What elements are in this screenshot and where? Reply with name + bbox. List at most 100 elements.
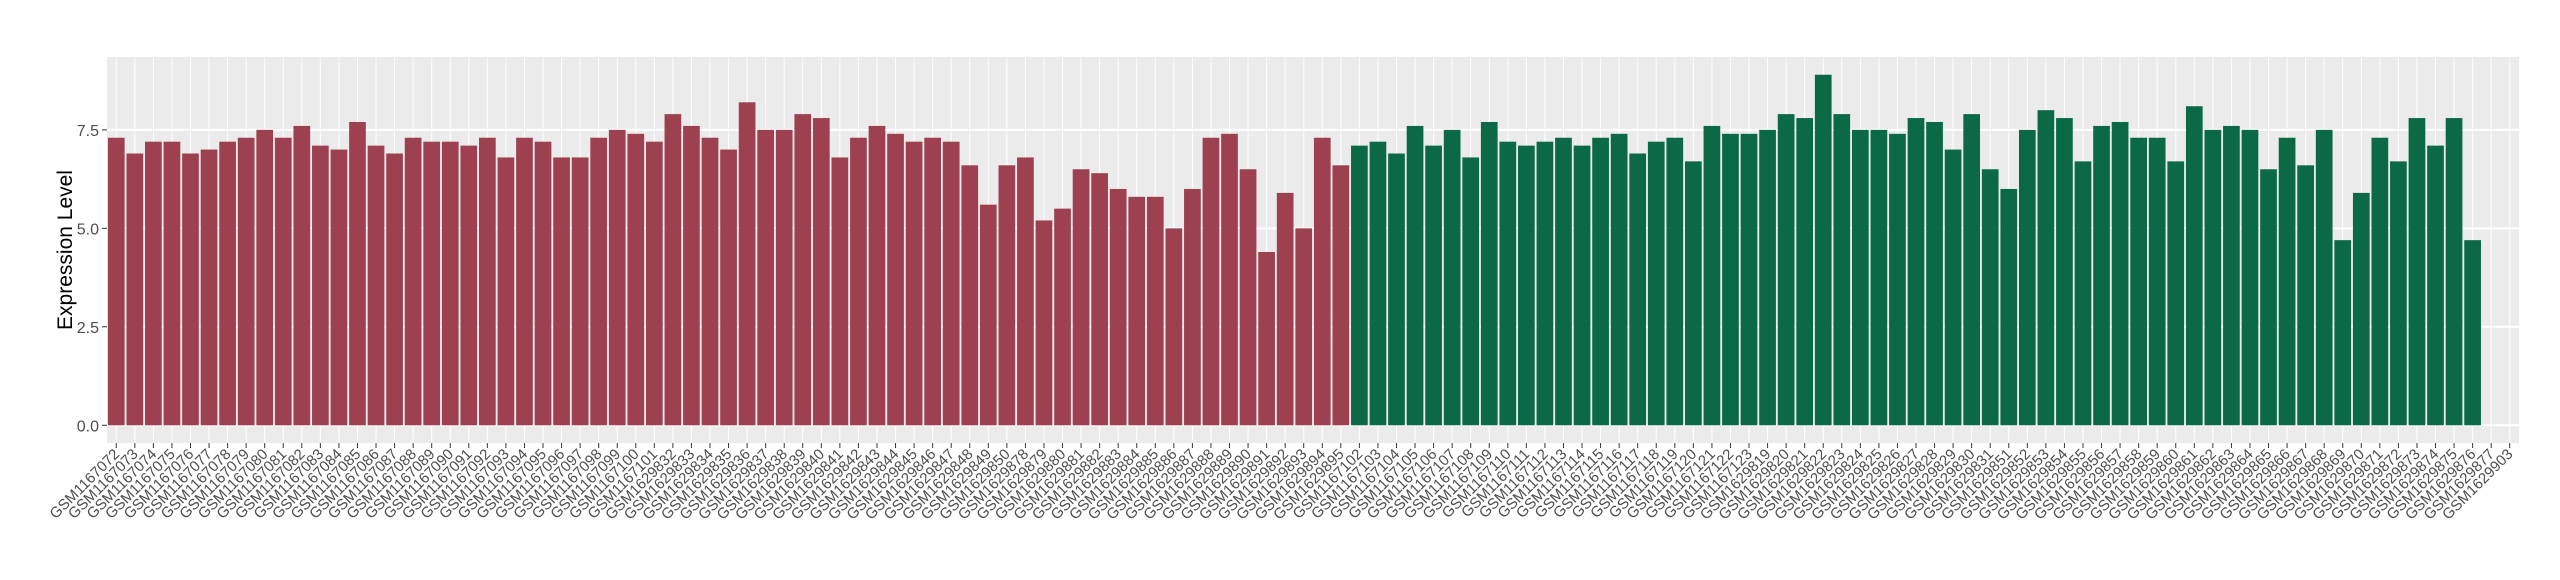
bar <box>1462 157 1480 426</box>
bar <box>2334 240 2352 426</box>
bar <box>274 137 292 426</box>
bar <box>2185 106 2203 426</box>
bar <box>1518 145 1535 426</box>
bar <box>608 129 626 426</box>
bar <box>1647 141 1665 426</box>
bar <box>2056 118 2073 426</box>
bar <box>1851 129 1869 426</box>
bar <box>905 141 923 426</box>
bar <box>1332 165 1350 426</box>
bar <box>497 157 515 426</box>
bar <box>2408 118 2426 426</box>
bar <box>1165 228 1183 426</box>
bar <box>126 153 144 426</box>
bar <box>293 125 311 426</box>
bar <box>1406 125 1424 426</box>
bar <box>2297 165 2314 426</box>
bar <box>330 149 348 426</box>
bar <box>1295 228 1313 426</box>
bar <box>2464 240 2481 426</box>
bar <box>1926 121 1943 426</box>
bar <box>1351 145 1368 426</box>
bar <box>107 137 125 426</box>
bar <box>1054 208 1071 426</box>
bar <box>2371 137 2389 426</box>
bar <box>1017 157 1034 426</box>
bar <box>2427 145 2444 426</box>
bar <box>1889 133 1906 426</box>
bar <box>998 165 1016 426</box>
bar <box>1629 153 1647 426</box>
bar <box>1610 133 1628 426</box>
bar <box>2278 137 2296 426</box>
bar <box>1981 169 1999 426</box>
bar <box>2074 161 2092 426</box>
bar <box>757 129 775 426</box>
bar <box>868 125 886 426</box>
bar <box>794 114 812 426</box>
y-tick-label: 5.0 <box>77 221 99 238</box>
bar <box>1666 137 1684 426</box>
bar <box>738 102 756 426</box>
bar <box>2223 125 2240 426</box>
bar <box>1425 145 1442 426</box>
bar <box>2241 129 2259 426</box>
bar <box>1276 192 1294 426</box>
bar <box>1536 141 1554 426</box>
bar <box>386 153 403 426</box>
bar <box>1963 114 1981 426</box>
bar <box>2111 121 2129 426</box>
bar <box>460 145 478 426</box>
bar <box>1146 196 1164 426</box>
bar <box>1759 129 1776 426</box>
y-axis-title: Expression Level <box>54 170 77 330</box>
bar <box>1703 125 1721 426</box>
bar <box>1128 196 1146 426</box>
bar <box>924 137 941 426</box>
bar <box>182 153 199 426</box>
bar <box>812 118 830 426</box>
bar <box>2204 129 2222 426</box>
bar <box>1944 149 1962 426</box>
bar <box>1740 133 1758 426</box>
bar <box>219 141 236 426</box>
bar <box>571 157 589 426</box>
bar <box>1480 121 1498 426</box>
bar <box>1555 137 1572 426</box>
bar <box>312 145 329 426</box>
bar <box>1239 169 1257 426</box>
bar <box>1777 114 1795 426</box>
bar <box>1907 118 1925 426</box>
bar <box>256 129 274 426</box>
bar <box>1814 74 1832 426</box>
bar <box>831 157 849 426</box>
bar <box>627 133 645 426</box>
bar <box>349 121 366 426</box>
bar <box>1369 141 1387 426</box>
bar <box>1796 118 1814 426</box>
bar <box>237 137 255 426</box>
bar <box>2167 161 2185 426</box>
bar <box>1202 137 1220 426</box>
bar <box>2315 129 2333 426</box>
bar <box>2148 137 2166 426</box>
bar <box>1499 141 1517 426</box>
bar <box>850 137 867 426</box>
bar <box>441 141 459 426</box>
bar <box>775 129 793 426</box>
bar <box>2130 137 2147 426</box>
bar <box>553 157 570 426</box>
bar <box>2037 110 2055 426</box>
bar <box>1184 188 1201 426</box>
y-tick-label: 2.5 <box>77 320 99 337</box>
bar <box>1833 114 1851 426</box>
bar <box>701 137 719 426</box>
y-tick-label: 7.5 <box>77 123 99 140</box>
bar <box>534 141 552 426</box>
bar <box>1313 137 1331 426</box>
bar <box>1035 220 1053 426</box>
bar <box>2000 188 2018 426</box>
bar <box>961 165 979 426</box>
bar <box>200 149 218 426</box>
